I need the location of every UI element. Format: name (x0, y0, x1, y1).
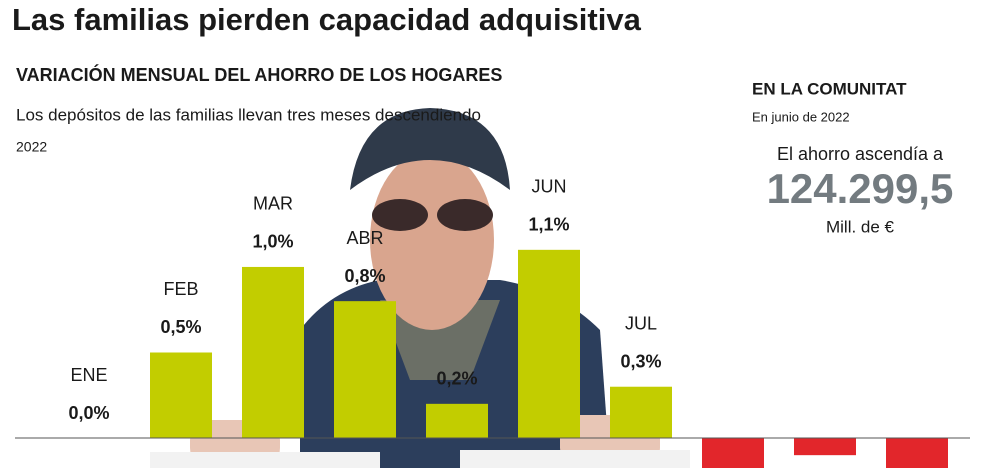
bar (150, 352, 212, 439)
x-category-label: JUL (625, 313, 657, 333)
chart-description: Los depósitos de las familias llevan tre… (16, 105, 481, 124)
bar (334, 301, 396, 439)
panel-unit: Mill. de € (826, 217, 895, 236)
bar (426, 403, 488, 439)
bar (518, 249, 580, 439)
value-label: 1,1% (528, 215, 569, 235)
year-label: 2022 (16, 139, 47, 155)
x-category-label: ENE (70, 365, 107, 385)
x-category-label: ABR (346, 228, 383, 248)
chart-title: Las familias pierden capacidad adquisiti… (12, 2, 642, 37)
x-category-label: MAR (253, 194, 293, 214)
panel-text: El ahorro ascendía a (777, 144, 944, 164)
value-label: 0,0% (68, 403, 109, 423)
value-label: 0,3% (620, 351, 661, 371)
bar (242, 266, 304, 439)
panel-amount: 124.299,5 (767, 165, 954, 212)
panel-heading: EN LA COMUNITAT (752, 79, 907, 98)
panel-date: En junio de 2022 (752, 109, 850, 124)
value-label: 0,2% (436, 369, 477, 389)
chart-subtitle: VARIACIÓN MENSUAL DEL AHORRO DE LOS HOGA… (16, 64, 502, 85)
bar (702, 438, 764, 468)
x-category-label: JUN (532, 177, 567, 197)
value-label: 1,0% (252, 232, 293, 252)
value-label: 0,8% (344, 266, 385, 286)
photo-figure (150, 108, 690, 468)
plot: ENE 0,0% FEB 0,5% MAR 1,0% ABR 0,8% 0,2% JUN 1,1% J… (15, 177, 970, 468)
bar (610, 386, 672, 439)
value-label: 0,5% (160, 317, 201, 337)
bar (886, 438, 948, 468)
bar (794, 438, 856, 456)
x-category-label: FEB (163, 279, 198, 299)
